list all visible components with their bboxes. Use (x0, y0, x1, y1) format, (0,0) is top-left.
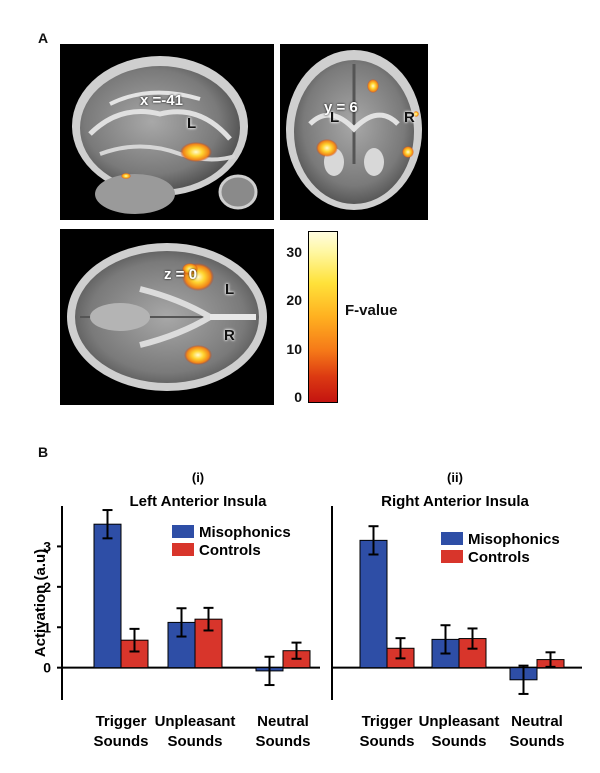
x-tick-label: Sounds (94, 733, 149, 750)
chart-panel-label: (ii) (447, 470, 463, 485)
legend-swatch (172, 525, 194, 538)
bar-misophonics-0 (93, 523, 122, 669)
sagittal-slice-label: x =-41 (140, 92, 183, 109)
y-tick-label: 1 (43, 619, 51, 635)
colorbar-tick: 0 (294, 389, 302, 405)
x-tick-label: Sounds (360, 733, 415, 750)
x-tick-label: Sounds (510, 733, 565, 750)
sagittal-hemi-label: L (187, 115, 197, 132)
x-tick-label: Unpleasant (155, 713, 236, 730)
colorbar-label: F-value (345, 302, 398, 319)
axial-slice-label: z = 0 (164, 266, 197, 283)
panel-b-letter: B (38, 444, 49, 460)
legend-label: Controls (199, 542, 261, 559)
coronal-brain-image: y = 6 L R (280, 44, 428, 220)
legend-label: Misophonics (199, 524, 291, 541)
chart-panel-label: (i) (192, 470, 204, 485)
y-axis-label: Activation (a.u) (32, 549, 49, 657)
colorbar-tick: 30 (286, 244, 302, 260)
axial-brain-image: z = 0 L R (60, 229, 274, 405)
f-value-colorbar (308, 231, 338, 403)
y-tick-label: 2 (43, 579, 51, 595)
legend-label: Misophonics (468, 531, 560, 548)
y-tick-label: 0 (43, 660, 51, 676)
legend-swatch (441, 532, 463, 545)
bar-misophonics-0 (359, 539, 388, 669)
x-tick-label: Neutral (257, 713, 309, 730)
axial-hemi-right: R (224, 327, 235, 344)
x-tick-label: Sounds (256, 733, 311, 750)
x-tick-label: Trigger (96, 713, 147, 730)
y-tick-label: 3 (43, 538, 51, 554)
x-tick-label: Sounds (432, 733, 487, 750)
x-tick-label: Sounds (168, 733, 223, 750)
legend-swatch (441, 550, 463, 563)
colorbar-tick: 20 (286, 292, 302, 308)
coronal-hemi-right: R (404, 109, 415, 126)
legend-label: Controls (468, 549, 530, 566)
coronal-slice-label: y = 6 (324, 99, 358, 116)
colorbar-tick: 10 (286, 341, 302, 357)
x-tick-label: Trigger (362, 713, 413, 730)
axial-hemi-left: L (225, 281, 235, 298)
legend-swatch (172, 543, 194, 556)
x-tick-label: Neutral (511, 713, 563, 730)
coronal-hemi-left: L (330, 109, 340, 126)
chart-title: Left Anterior Insula (130, 493, 268, 510)
panel-a-letter: A (38, 30, 49, 46)
sagittal-brain-image: x =-41 L (60, 44, 274, 220)
chart-title: Right Anterior Insula (381, 493, 529, 510)
x-tick-label: Unpleasant (419, 713, 500, 730)
